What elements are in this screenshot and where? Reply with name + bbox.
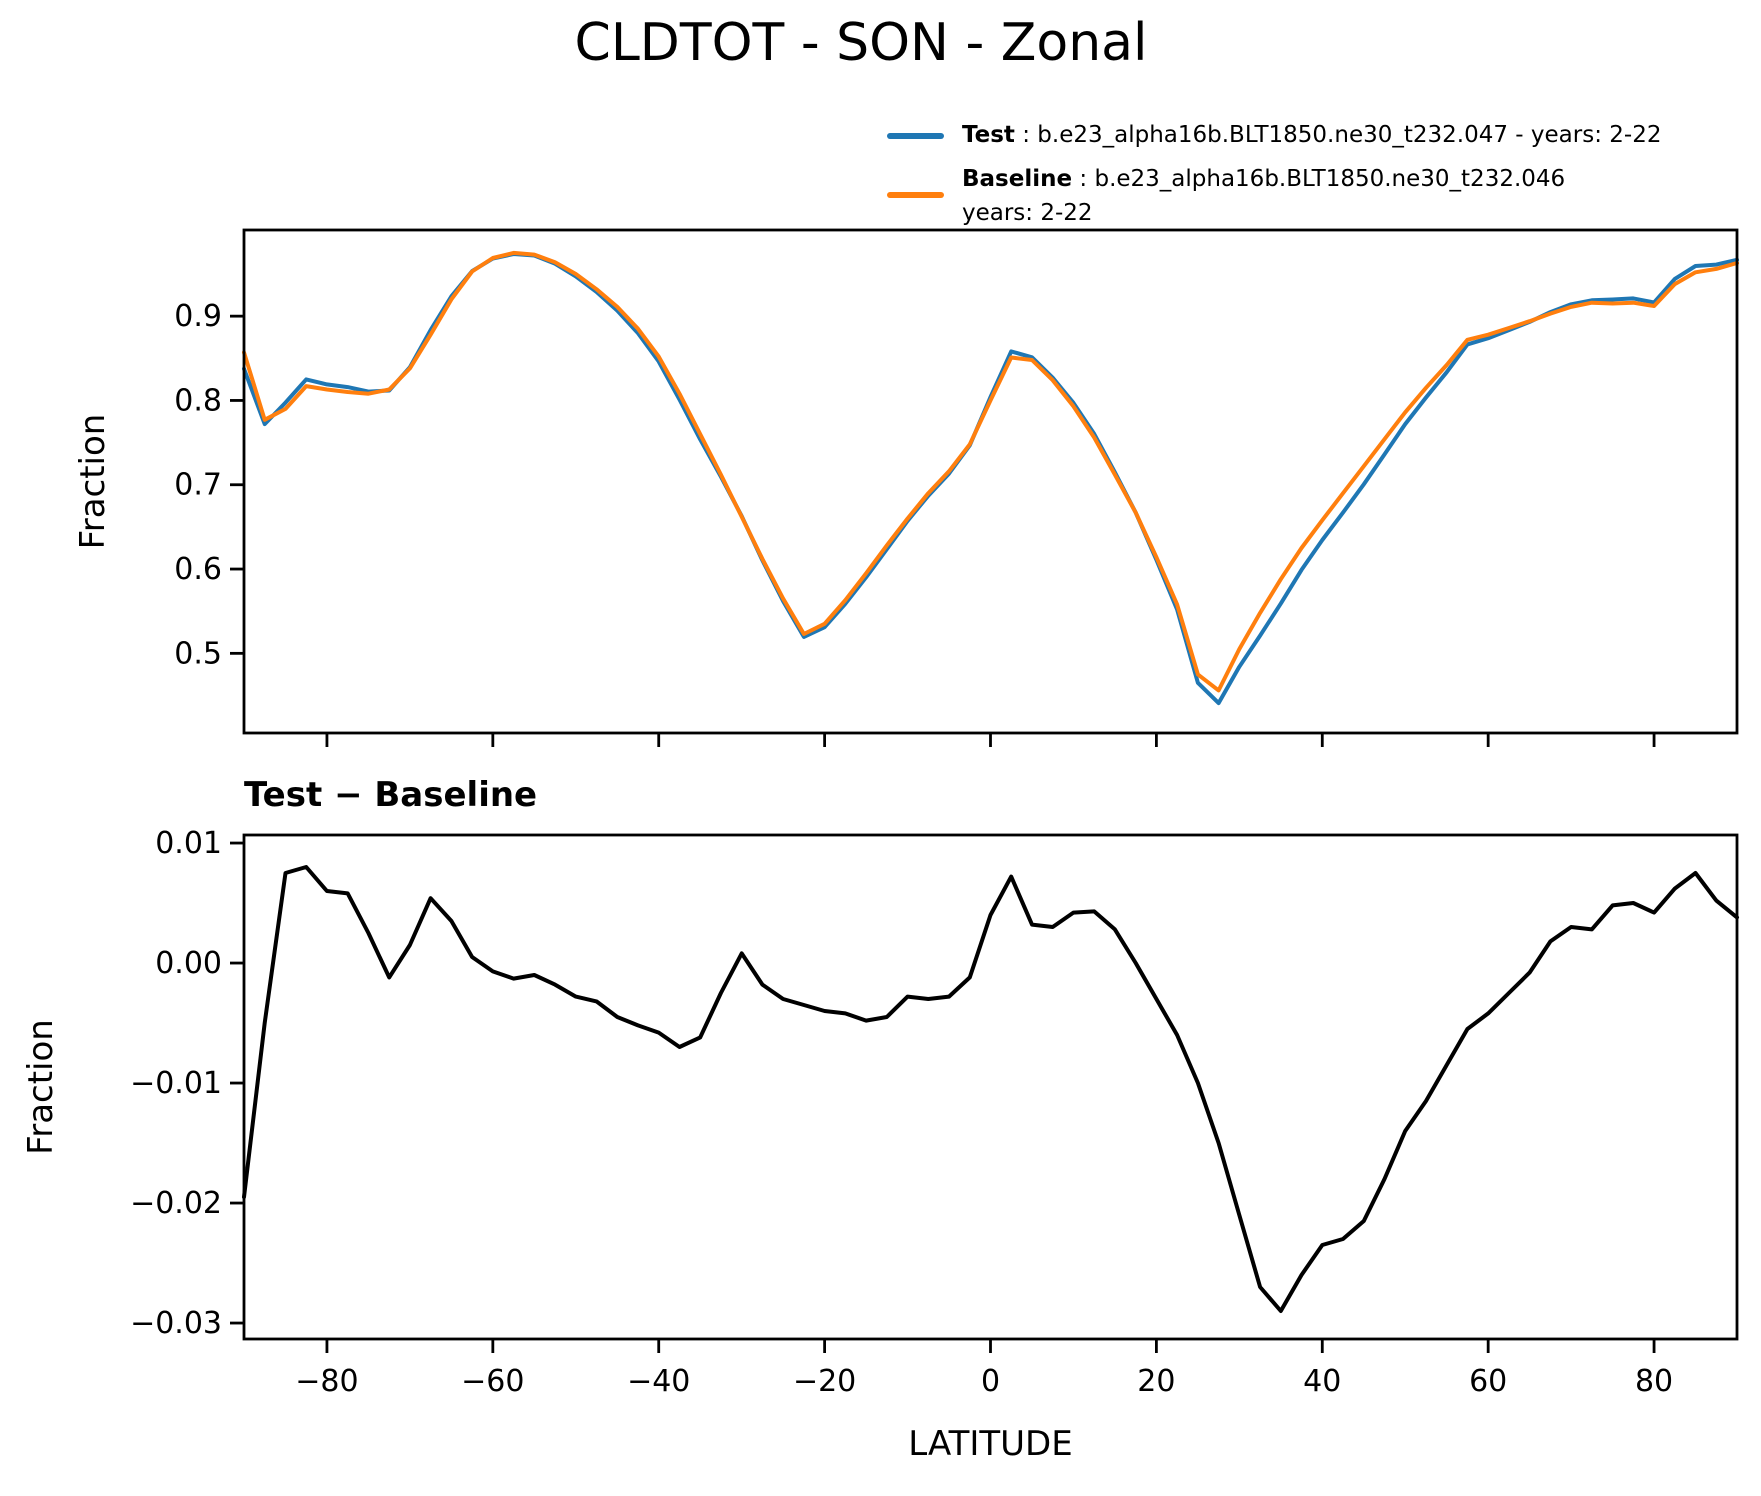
legend-label-test: Test : b.e23_alpha16b.BLT1850.ne30_t232.… — [962, 118, 1661, 152]
y-tick-label: 0.8 — [174, 383, 222, 418]
series-line-test — [242, 252, 1739, 706]
x-tick-label: 0 — [981, 1364, 1000, 1399]
x-tick-label: −40 — [627, 1364, 690, 1399]
x-tick-label: 60 — [1469, 1364, 1507, 1399]
legend-entry-test: Test : b.e23_alpha16b.BLT1850.ne30_t232.… — [887, 118, 1661, 152]
legend-entry-baseline: Baseline : b.e23_alpha16b.BLT1850.ne30_t… — [887, 162, 1661, 230]
y-tick-label: 0.6 — [174, 552, 222, 587]
x-axis-label: LATITUDE — [908, 1424, 1072, 1464]
y-tick-label: −0.01 — [130, 1066, 222, 1101]
y-tick-label: 0.00 — [155, 946, 222, 981]
axes-box — [242, 228, 1739, 735]
legend-baseline-name: Baseline — [962, 166, 1073, 192]
panel-top: 0.5 0.6 0.7 0.8 0.9 Fraction — [73, 228, 1739, 747]
axes-box — [242, 833, 1739, 1341]
x-tick-label: 80 — [1635, 1364, 1673, 1399]
series-line-baseline — [242, 250, 1739, 693]
series-line-difference — [242, 865, 1739, 1313]
y-axis-label: Fraction — [21, 1019, 61, 1155]
legend-test-name: Test — [962, 122, 1015, 148]
y-tick-label: 0.7 — [174, 468, 222, 503]
y-tick-label: 0.01 — [155, 826, 222, 861]
x-tick-label: −80 — [295, 1364, 358, 1399]
y-axis-label: Fraction — [73, 414, 113, 550]
legend-label-baseline: Baseline : b.e23_alpha16b.BLT1850.ne30_t… — [962, 162, 1661, 230]
panel-bottom: −80 −60 −40 −20 0 20 40 60 80 0.01 0.00 −0.01 −0.02 −… — [21, 775, 1739, 1464]
legend: Test : b.e23_alpha16b.BLT1850.ne30_t232.… — [887, 118, 1661, 240]
x-tick-label: −60 — [461, 1364, 524, 1399]
baseline-line-swatch — [887, 192, 944, 198]
y-tick-label: −0.03 — [130, 1306, 222, 1341]
figure-title: CLDTOT - SON - Zonal — [574, 13, 1148, 73]
y-tick-label: −0.02 — [130, 1186, 222, 1221]
y-tick-label: 0.5 — [174, 636, 222, 671]
y-tick-label: 0.9 — [174, 299, 222, 334]
legend-baseline-detail: : b.e23_alpha16b.BLT1850.ne30_t232.046 — [1072, 166, 1566, 192]
legend-baseline-years: years: 2-22 — [962, 200, 1093, 226]
x-tick-label: 40 — [1303, 1364, 1341, 1399]
legend-test-detail: : b.e23_alpha16b.BLT1850.ne30_t232.047 -… — [1014, 122, 1662, 148]
x-tick-label: −20 — [793, 1364, 856, 1399]
difference-panel-title: Test − Baseline — [244, 775, 537, 815]
x-tick-label: 20 — [1137, 1364, 1175, 1399]
test-line-swatch — [887, 133, 944, 139]
